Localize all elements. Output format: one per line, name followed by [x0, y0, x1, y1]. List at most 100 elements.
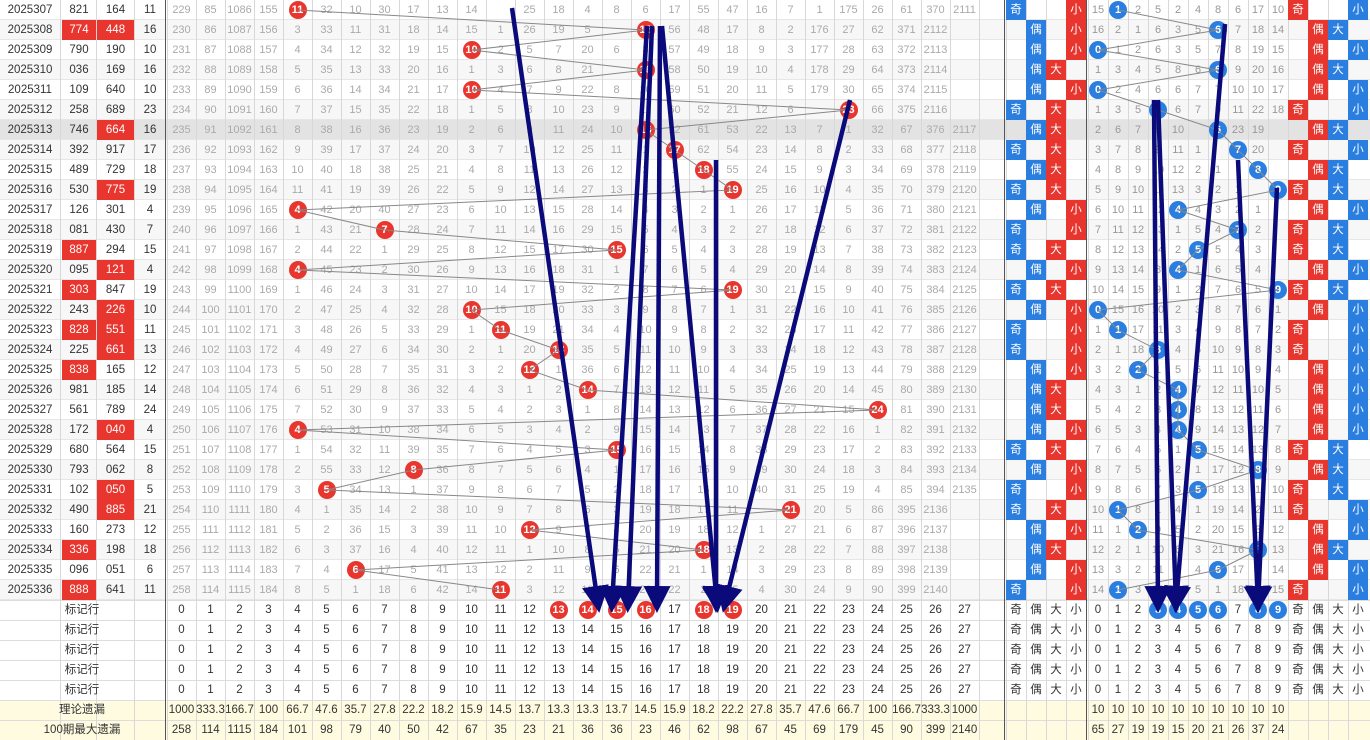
miss-count-cell: 171 — [259, 324, 278, 336]
max100-cell: 98 — [726, 724, 739, 736]
digit-miss-cell: 8 — [1174, 64, 1182, 76]
miss-count-cell: 5 — [700, 264, 707, 276]
miss-count-cell: 23 — [407, 124, 420, 136]
miss-count-cell: 14 — [784, 144, 797, 156]
mark-cell: 4 — [294, 624, 301, 636]
mark-digit-cell: 7 — [1234, 684, 1242, 696]
digit-miss-cell: 10 — [1091, 284, 1105, 296]
miss-count-cell: 395 — [897, 504, 916, 516]
miss-count-cell: 250 — [172, 424, 191, 436]
miss-count-cell: 55 — [697, 4, 710, 16]
digit-miss-cell: 3 — [1214, 204, 1222, 216]
odd-badge: 奇 — [1006, 480, 1026, 500]
miss-count-cell: 15 — [349, 104, 362, 116]
footer-row-background — [0, 600, 1370, 620]
miss-count-cell: 5 — [526, 464, 533, 476]
mark-cell: 18 — [697, 664, 710, 676]
miss-count-cell: 11 — [291, 184, 304, 196]
mark-cell: 27 — [958, 644, 971, 656]
mark-digit-oe-cell: 偶 — [1312, 604, 1324, 616]
miss-count-cell: 1105 — [227, 384, 252, 396]
miss-count-cell: 2126 — [952, 304, 977, 316]
mark-oe-cell: 小 — [1070, 684, 1082, 696]
miss-count-cell: 22 — [784, 304, 797, 316]
mark-cell: 22 — [813, 664, 826, 676]
mark-cell: 25 — [900, 604, 913, 616]
miss-count-cell: 9 — [613, 104, 620, 116]
mark-cell: 25 — [900, 664, 913, 676]
digit-miss-cell: 7 — [1114, 464, 1122, 476]
miss-count-cell: 34 — [378, 84, 391, 96]
miss-count-cell: 385 — [926, 304, 945, 316]
mark-ball: 13 — [549, 601, 568, 619]
miss-count-cell: 5 — [410, 564, 417, 576]
period-cell: 2025330 — [7, 464, 53, 476]
miss-count-cell: 16 — [813, 304, 826, 316]
miss-count-cell: 1 — [323, 504, 330, 516]
digit-miss-cell: 1 — [1134, 384, 1142, 396]
miss-count-cell: 2 — [410, 504, 417, 516]
miss-count-cell: 2134 — [952, 464, 977, 476]
miss-count-cell: 31 — [436, 364, 449, 376]
miss-count-cell: 2122 — [952, 224, 977, 236]
mark-digit-cell: 0 — [1094, 664, 1102, 676]
mark-cell: 17 — [668, 664, 681, 676]
digit-miss-cell: 8 — [1234, 324, 1242, 336]
miss-count-cell: 6 — [642, 4, 649, 16]
digit-miss-cell: 17 — [1131, 324, 1145, 336]
max100-cell: 67 — [465, 724, 478, 736]
miss-count-cell: 3 — [294, 324, 301, 336]
digit-miss-cell: 2 — [1094, 124, 1102, 136]
miss-count-cell: 14 — [639, 404, 652, 416]
miss-count-cell: 18 — [668, 504, 681, 516]
digit-miss-cell: 4 — [1174, 504, 1182, 516]
mark-cell: 20 — [755, 664, 768, 676]
miss-count-cell: 230 — [172, 24, 191, 36]
mark-cell: 9 — [439, 624, 446, 636]
mark-cell: 11 — [494, 604, 507, 616]
miss-count-cell: 80 — [900, 384, 913, 396]
miss-count-cell: 34 — [320, 44, 333, 56]
mark-digit-oe-cell: 奇 — [1292, 624, 1304, 636]
miss-count-cell: 6 — [294, 544, 301, 556]
miss-count-cell: 14 — [465, 584, 478, 596]
miss-count-cell: 29 — [349, 384, 362, 396]
digit-miss-cell: 12 — [1211, 384, 1225, 396]
miss-count-cell: 23 — [436, 204, 449, 216]
even-badge: 偶 — [1026, 540, 1046, 560]
digit-miss-cell: 1 — [1134, 24, 1142, 36]
even-badge: 偶 — [1026, 20, 1046, 40]
annotation-arrow — [599, 25, 650, 613]
miss-count-cell: 40 — [755, 484, 768, 496]
miss-count-cell: 39 — [436, 524, 449, 536]
miss-count-cell: 10 — [813, 184, 826, 196]
miss-count-cell: 17 — [726, 24, 739, 36]
digit-even-badge: 偶 — [1308, 200, 1328, 220]
miss-count-cell: 14 — [523, 224, 536, 236]
miss-count-cell: 26 — [523, 24, 536, 36]
miss-count-cell: 25 — [813, 484, 826, 496]
digit-miss-cell: 3 — [1174, 24, 1182, 36]
draw-number-b: 164 — [105, 4, 126, 16]
miss-count-cell: 19 — [726, 64, 739, 76]
miss-count-cell: 258 — [172, 584, 191, 596]
miss-count-cell: 3 — [845, 164, 852, 176]
miss-count-cell: 3 — [497, 384, 504, 396]
miss-count-cell: 11 — [610, 144, 623, 156]
mark-cell: 25 — [900, 684, 913, 696]
miss-count-cell: 164 — [259, 184, 278, 196]
mark-cell: 1 — [207, 664, 214, 676]
digit-miss-cell: 9 — [1274, 464, 1282, 476]
miss-count-cell: 374 — [897, 84, 916, 96]
theory-miss-label: 理论遗漏 — [59, 704, 105, 716]
miss-count-cell: 111 — [202, 524, 219, 536]
mark-cell: 6 — [352, 644, 359, 656]
mark-cell: 16 — [639, 664, 652, 676]
miss-count-cell: 4 — [468, 164, 475, 176]
miss-count-cell: 1109 — [227, 464, 252, 476]
miss-count-cell: 158 — [259, 64, 278, 76]
digit-miss-cell: 5 — [1194, 24, 1202, 36]
digit-miss-cell: 6 — [1274, 404, 1282, 416]
period-cell: 2025334 — [7, 544, 53, 556]
miss-count-cell: 28 — [784, 544, 797, 556]
